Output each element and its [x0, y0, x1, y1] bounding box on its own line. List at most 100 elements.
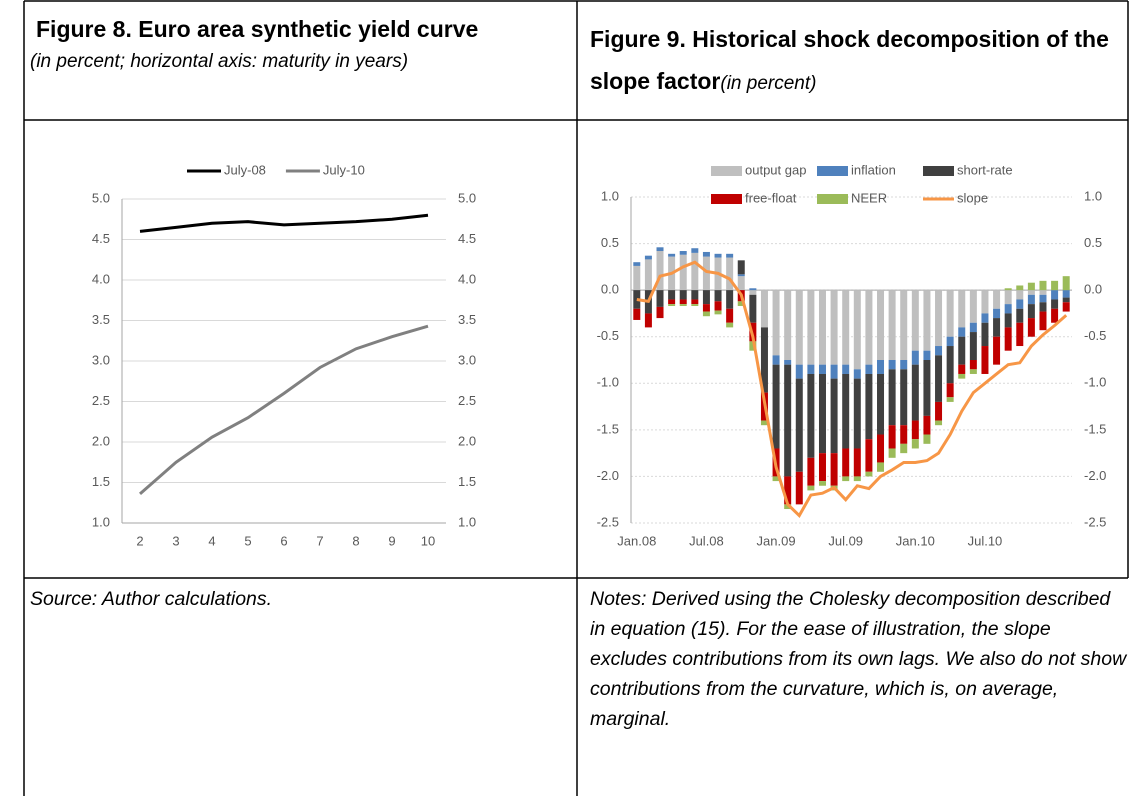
bar-segment — [853, 378, 861, 449]
bar-segment — [1016, 308, 1024, 323]
y2-tick-label: 3.5 — [458, 312, 476, 327]
bar-segment — [958, 290, 966, 328]
y2-tick-label: 2.0 — [458, 433, 476, 448]
bar-segment — [1051, 308, 1059, 323]
bar-segment — [795, 364, 803, 379]
bar-segment — [830, 290, 838, 365]
bar-segment — [691, 299, 699, 305]
figure-title: Figure 8. Euro area synthetic yield curv… — [36, 16, 479, 42]
bar-segment — [888, 360, 896, 370]
bar-segment — [1004, 327, 1012, 351]
bar-segment — [1062, 276, 1070, 291]
bar-segment — [1016, 290, 1024, 300]
x-tick-label: 6 — [280, 533, 287, 548]
bar-segment — [807, 457, 815, 486]
bar-segment — [923, 290, 931, 351]
bar-segment — [1016, 322, 1024, 347]
bar-segment — [888, 448, 896, 458]
y2-tick-label: 3.0 — [458, 352, 476, 367]
bar-segment — [923, 350, 931, 360]
x-tick-label: 2 — [136, 533, 143, 548]
bar-segment — [911, 420, 919, 440]
bar-segment — [969, 290, 977, 323]
legend-label: NEER — [851, 190, 887, 205]
y-tick-label: 3.5 — [92, 312, 110, 327]
legend-swatch — [711, 194, 742, 204]
bar-segment — [935, 346, 943, 356]
x-tick-label: 3 — [172, 533, 179, 548]
bar-segment — [969, 369, 977, 374]
y2-tick-label: -1.5 — [1084, 421, 1106, 436]
y-tick-label: -1.5 — [597, 421, 619, 436]
bar-segment — [714, 290, 722, 302]
bar-segment — [795, 471, 803, 505]
y2-tick-label: 1.0 — [1084, 188, 1102, 203]
y-tick-label: 2.0 — [92, 433, 110, 448]
bar-segment — [946, 336, 954, 347]
bar-segment — [958, 327, 966, 337]
bar-segment — [1004, 290, 1012, 305]
bar-segment — [807, 290, 815, 365]
bar-segment — [981, 313, 989, 323]
y-tick-label: 2.5 — [92, 393, 110, 408]
bar-segment — [853, 476, 861, 482]
bar-segment — [877, 434, 885, 463]
bar-segment — [1027, 294, 1035, 305]
bar-segment — [900, 369, 908, 426]
bar-segment — [691, 290, 699, 300]
bar-segment — [830, 364, 838, 379]
x-tick-label: 8 — [352, 533, 359, 548]
bar-segment — [633, 265, 641, 291]
y-tick-label: 0.0 — [601, 282, 619, 297]
x-tick-label: Jul.09 — [828, 533, 863, 548]
bar-segment — [911, 350, 919, 365]
bar-segment — [807, 373, 815, 458]
bar-segment — [1062, 302, 1070, 312]
bar-segment — [679, 251, 687, 255]
bar-segment — [760, 420, 768, 426]
bar-segment — [714, 253, 722, 258]
bar-segment — [691, 252, 699, 291]
y-tick-label: 4.0 — [92, 271, 110, 286]
bar-segment — [935, 401, 943, 421]
bar-segment — [772, 364, 780, 449]
bar-segment — [772, 290, 780, 356]
bar-segment — [737, 301, 745, 306]
bar-segment — [818, 453, 826, 482]
x-tick-label: Jan.08 — [617, 533, 656, 548]
bar-segment — [900, 360, 908, 370]
bar-segment — [1051, 280, 1059, 291]
y-tick-label: 1.0 — [92, 514, 110, 529]
bar-segment — [946, 290, 954, 337]
y-tick-label: -2.0 — [597, 468, 619, 483]
bar-segment — [784, 476, 792, 505]
data-line — [139, 324, 429, 495]
bar-segment — [865, 364, 873, 374]
bar-segment — [923, 415, 931, 435]
bar-segment — [818, 481, 826, 486]
bar-segment — [877, 360, 885, 374]
bar-segment — [900, 443, 908, 454]
x-tick-label: Jan.10 — [896, 533, 935, 548]
bar-segment — [911, 439, 919, 449]
bar-segment — [702, 311, 710, 317]
bar-segment — [668, 304, 676, 306]
bar-segment — [1051, 299, 1059, 309]
bar-segment — [702, 290, 710, 305]
bar-segment — [865, 373, 873, 440]
y2-tick-label: 0.0 — [1084, 282, 1102, 297]
bar-segment — [958, 336, 966, 365]
bar-segment — [1062, 290, 1070, 298]
bar-segment — [656, 251, 664, 291]
bar-segment — [668, 290, 676, 300]
bar-segment — [726, 253, 734, 258]
legend-label: short-rate — [957, 162, 1013, 177]
bar-segment — [946, 346, 954, 384]
bar-segment — [818, 373, 826, 454]
y-tick-label: 5.0 — [92, 190, 110, 205]
bar-segment — [923, 434, 931, 444]
legend-label: output gap — [745, 162, 806, 177]
bar-segment — [935, 355, 943, 402]
bar-segment — [969, 332, 977, 360]
x-tick-label: 5 — [244, 533, 251, 548]
